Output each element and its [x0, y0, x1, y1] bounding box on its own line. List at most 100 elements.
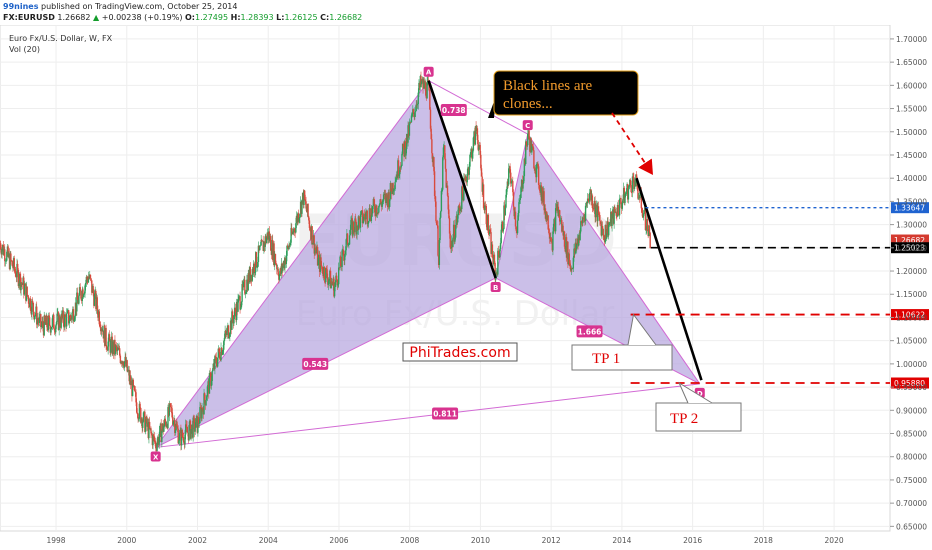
candle-body [78, 295, 80, 304]
candle-body [208, 372, 211, 394]
candle-body [216, 357, 219, 367]
candle-body [84, 282, 87, 286]
candle-body [639, 192, 641, 199]
candle-body [412, 109, 415, 113]
candle-body [168, 403, 171, 416]
candle-body [527, 133, 529, 146]
pattern-ratio-badge [432, 407, 459, 420]
candle-body [211, 370, 213, 381]
candle-body [349, 229, 351, 236]
candle-body [171, 408, 173, 418]
candle-body [449, 233, 451, 248]
candle-body [444, 145, 446, 159]
price-chart[interactable]: EURUSDEuro Fx/U.S. Dollar 1.336471.26682… [0, 25, 932, 550]
candle-body [218, 351, 221, 359]
candle-body [268, 231, 271, 241]
candle-body [342, 249, 345, 256]
candle-body [515, 226, 517, 231]
candle-body [357, 216, 360, 230]
candle-body [132, 379, 135, 387]
candle-body [327, 281, 330, 285]
candle-body [241, 284, 243, 302]
candle-body [118, 348, 121, 356]
candle-body [34, 314, 37, 317]
candle-body [554, 208, 557, 232]
pattern-point-badge [522, 120, 533, 131]
candle-body [380, 199, 382, 204]
symbol-label[interactable]: FX:EURUSD [3, 13, 55, 22]
candle-body [526, 145, 528, 146]
candle-body [442, 157, 444, 190]
candle-body [276, 264, 278, 270]
candle-body [37, 318, 39, 321]
candle-body [599, 215, 601, 222]
candle-body [463, 177, 465, 201]
candle-body [203, 393, 205, 415]
candle-body [314, 247, 317, 251]
candle-body [320, 265, 323, 267]
y-tick-label: 1.20000 [896, 267, 927, 276]
candle-body [16, 263, 18, 278]
candle-body [79, 287, 81, 292]
candle-body [489, 229, 492, 233]
author-link[interactable]: 99nines [3, 2, 39, 11]
candle-body [502, 228, 504, 232]
candle-body [325, 267, 328, 270]
candle-body [194, 427, 196, 432]
pattern-point-badge [490, 282, 501, 292]
candle-body [195, 418, 197, 428]
candle-body [325, 267, 327, 283]
candle-body [144, 422, 147, 432]
pattern-point-label: B [493, 284, 498, 292]
candle-body [297, 213, 300, 222]
candle-body [341, 250, 343, 267]
price-axis[interactable]: 1.70000 1.65000 1.60000 1.55000 1.50000 1.450… [890, 35, 927, 531]
candle-body [47, 316, 49, 331]
pattern-leg-xd [155, 383, 700, 448]
candle-body [184, 434, 186, 445]
candle-body [175, 423, 177, 431]
candle-body [429, 90, 431, 110]
candle-body [352, 221, 355, 231]
candle-body [265, 237, 268, 244]
ohlc-l-value: 1.26125 [284, 13, 318, 22]
candle-body [115, 345, 117, 348]
y-tick-label: 1.45000 [896, 151, 927, 160]
candle-body [367, 223, 369, 224]
candle-body [459, 207, 462, 212]
candle-body [359, 214, 362, 228]
candle-body [114, 345, 117, 354]
candle-body [201, 407, 204, 410]
candle-body [31, 300, 33, 315]
candle-body [366, 210, 368, 224]
candle-body [501, 221, 504, 232]
candle-body [568, 253, 570, 264]
candle-body [620, 198, 622, 205]
candle-body [129, 375, 132, 386]
candle-body [249, 266, 251, 282]
candle-body [428, 82, 430, 91]
candle-body [520, 187, 522, 198]
candle-body [259, 245, 262, 247]
candle-body [139, 403, 141, 409]
clone-lines [427, 80, 703, 381]
candle-body [311, 226, 313, 245]
candle-body [519, 197, 521, 201]
candle-body [503, 205, 505, 229]
time-axis[interactable]: 1998 2000 2002 2004 2006 2008 2010 2012 2014 2016… [46, 536, 843, 545]
candle-body [71, 312, 73, 320]
candle-body [142, 412, 145, 422]
candle-body [401, 153, 403, 166]
candle-body [187, 432, 189, 433]
candle-body [0, 243, 2, 250]
candle-body [434, 195, 436, 202]
candle-body [603, 235, 605, 237]
candle-body [346, 233, 349, 246]
candle-body [390, 183, 392, 192]
candle-body [27, 296, 30, 304]
clones-note-line1: Black lines are [503, 78, 592, 94]
candle-body [148, 421, 151, 429]
tp1-pointer [627, 313, 657, 346]
pattern-ratio-badge [440, 103, 467, 116]
candle-body [36, 306, 38, 325]
